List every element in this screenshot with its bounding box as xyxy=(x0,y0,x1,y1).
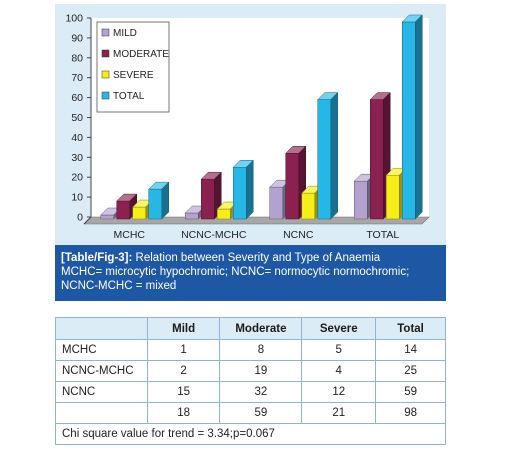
caption-title: Relation between Severity and Type of An… xyxy=(132,252,381,264)
bar-side xyxy=(330,91,338,220)
bar-face xyxy=(132,206,146,220)
bar-face xyxy=(116,200,130,220)
row-label: NCNC-MCHC xyxy=(55,360,148,382)
figure-caption: [Table/Fig-3]: Relation between Severity… xyxy=(55,245,446,301)
table-header-moderate: Moderate xyxy=(219,317,303,340)
bar-face xyxy=(386,174,400,220)
bar-face xyxy=(201,178,215,220)
table-header-severe: Severe xyxy=(301,317,377,340)
bar-face xyxy=(317,99,331,220)
cell-mild: 1 xyxy=(146,339,221,361)
row-label xyxy=(55,402,148,424)
table-row: NCNC 15 32 12 59 xyxy=(55,381,446,403)
cell-severe: 12 xyxy=(301,381,377,403)
y-tick-label: 0 xyxy=(77,212,83,224)
y-tick-label: 100 xyxy=(65,13,83,25)
table-header-mild: Mild xyxy=(146,317,221,340)
caption-line-3: NCNC-MCHC = mixed xyxy=(61,280,177,292)
caption-label: [Table/Fig-3]: xyxy=(61,252,133,264)
y-axis-depth-line xyxy=(83,216,92,225)
y-tick-label: 20 xyxy=(71,172,83,184)
cell-total: 59 xyxy=(375,381,446,403)
legend-swatch xyxy=(101,28,110,37)
bar-face xyxy=(285,153,299,220)
table-row: NCNC-MCHC 2 19 4 25 xyxy=(55,360,446,382)
bar-face xyxy=(370,99,384,220)
x-tick-label: NCNC xyxy=(283,229,314,241)
row-label: MCHC xyxy=(55,339,148,361)
bar-face xyxy=(354,180,368,220)
bar-chart: 0 10 20 30 40 50 60 70 80 90 100 MCHC NCNC-MCHC NCNC T… xyxy=(65,13,430,241)
table-header-corner xyxy=(55,317,148,340)
y-tick-label: 10 xyxy=(71,192,83,204)
cell-moderate: 19 xyxy=(219,360,303,382)
bar-face xyxy=(301,192,315,220)
cell-mild: 2 xyxy=(146,360,221,382)
cell-moderate: 8 xyxy=(219,339,303,361)
cell-total: 25 xyxy=(375,360,446,382)
y-tick-label: 40 xyxy=(71,132,83,144)
x-tick-label: MCHC xyxy=(114,229,146,241)
y-tick-label: 50 xyxy=(71,112,83,124)
row-label: NCNC xyxy=(55,381,148,403)
table-header-row: Mild Moderate Severe Total xyxy=(55,317,446,340)
bar-side xyxy=(415,14,423,220)
x-tick-label: NCNC-MCHC xyxy=(181,229,247,241)
legend-label: TOTAL xyxy=(113,91,145,102)
caption-line-2: MCHC= microcytic hypochromic; NCNC= norm… xyxy=(61,266,410,278)
cell-moderate: 32 xyxy=(219,381,303,403)
y-tick-label: 80 xyxy=(71,52,83,64)
bar-face xyxy=(185,212,199,220)
bar-total-ncnc-mchc xyxy=(232,159,254,220)
legend-swatch xyxy=(101,91,110,100)
bar-face xyxy=(217,208,231,220)
bar-total-ncnc xyxy=(317,91,339,220)
cell-severe: 4 xyxy=(301,360,377,382)
cell-total: 14 xyxy=(375,339,446,361)
bar-face xyxy=(100,214,114,220)
bar-side xyxy=(161,181,169,220)
y-tick-label: 70 xyxy=(71,72,83,84)
legend-label: SEVERE xyxy=(113,70,154,81)
bar-face xyxy=(269,186,283,220)
bar-total-mchc xyxy=(148,181,170,220)
chart-figure: 0 10 20 30 40 50 60 70 80 90 100 MCHC NCNC-MCHC NCNC T… xyxy=(55,4,446,245)
legend-swatch xyxy=(101,70,110,79)
table-footnote-row: Chi square value for trend = 3.34;p=0.06… xyxy=(55,423,446,445)
data-table: Mild Moderate Severe Total MCHC 1 8 5 14… xyxy=(55,317,446,445)
bar-face xyxy=(148,188,162,220)
cell-mild: 15 xyxy=(146,381,221,403)
cell-moderate: 59 xyxy=(219,402,303,424)
cell-total: 98 xyxy=(375,402,446,424)
table-row: MCHC 1 8 5 14 xyxy=(55,339,446,361)
cell-mild: 18 xyxy=(146,402,221,424)
y-tick-label: 60 xyxy=(71,92,83,104)
x-tick-label: TOTAL xyxy=(366,229,399,241)
y-tick-label: 90 xyxy=(71,32,83,44)
bar-face xyxy=(233,167,247,220)
legend-label: MILD xyxy=(113,28,137,39)
bar-moderate-ncnc xyxy=(285,145,307,220)
bar-face xyxy=(402,21,416,220)
y-tick-label: 30 xyxy=(71,152,83,164)
legend-label: MODERATE xyxy=(113,49,169,60)
table-header-total: Total xyxy=(375,317,446,340)
table-row: 18 59 21 98 xyxy=(55,402,446,424)
legend-swatch xyxy=(101,49,110,58)
cell-severe: 21 xyxy=(301,402,377,424)
bar-side xyxy=(246,159,254,220)
bar-total-total xyxy=(401,14,423,220)
table-footnote: Chi square value for trend = 3.34;p=0.06… xyxy=(55,423,446,445)
cell-severe: 5 xyxy=(301,339,377,361)
